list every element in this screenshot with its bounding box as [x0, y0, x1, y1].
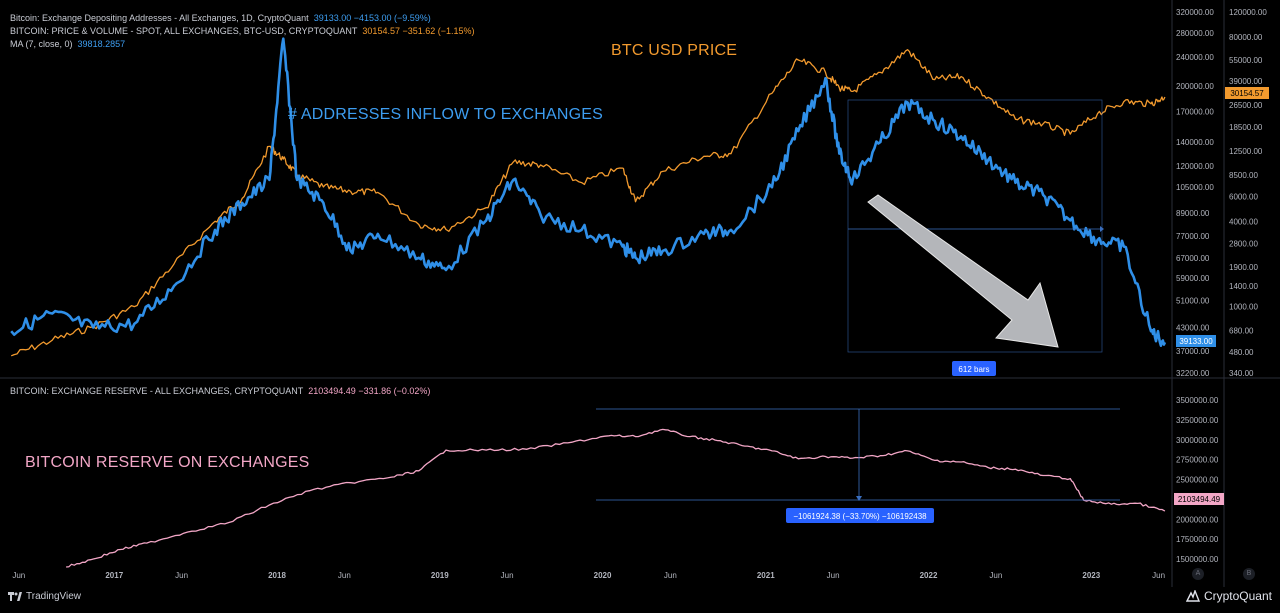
- legend-price-value: 30154.57 −351.62 (−1.15%): [362, 26, 475, 36]
- y-tick-label: 3000000.00: [1176, 436, 1219, 445]
- y-tick-label: 320000.00: [1176, 8, 1214, 17]
- legend-addresses: Bitcoin: Exchange Depositing Addresses -…: [10, 13, 431, 24]
- cryptoquant-brand: CryptoQuant: [1185, 589, 1272, 603]
- y-tick-label: 89000.00: [1176, 209, 1210, 218]
- x-tick-label: 2019: [431, 571, 449, 580]
- y-tick-label: 2750000.00: [1176, 456, 1219, 465]
- legend-ma-text: MA (7, close, 0): [10, 39, 73, 49]
- y-tick-label: 170000.00: [1176, 107, 1214, 116]
- addresses-series-line: [10, 37, 1167, 347]
- annotation-reserve: BITCOIN RESERVE ON EXCHANGES: [25, 454, 310, 471]
- y-tick-label: 39000.00: [1229, 77, 1263, 86]
- y-tick-label: 8500.00: [1229, 171, 1258, 180]
- reserve-change-badge: [786, 508, 934, 523]
- y-tick-label: 4000.00: [1229, 217, 1258, 226]
- reserve-series-line: [66, 428, 1166, 568]
- bottom-bar: [0, 587, 1280, 608]
- y-tick-label: 1900.00: [1229, 263, 1258, 272]
- reserve-change-label: −1061924.38 (−33.70%) −106192438: [793, 512, 927, 521]
- reserve-current-badge: [1174, 493, 1224, 505]
- scale-a-button[interactable]: A: [1192, 568, 1204, 580]
- x-tick-label: 2020: [594, 571, 612, 580]
- legend-price: BITCOIN: PRICE & VOLUME - SPOT, ALL EXCH…: [10, 26, 475, 37]
- legend-ma: MA (7, close, 0) 39818.2857: [10, 39, 125, 50]
- legend-reserve: BITCOIN: EXCHANGE RESERVE - ALL EXCHANGE…: [10, 386, 430, 397]
- y-tick-label: 120000.00: [1176, 162, 1214, 171]
- y-tick-label: 680.00: [1229, 326, 1254, 335]
- price-current-label: 30154.57: [1230, 89, 1264, 98]
- cryptoquant-label: CryptoQuant: [1203, 589, 1272, 603]
- y-tick-label: 18500.00: [1229, 123, 1263, 132]
- y-tick-label: 200000.00: [1176, 82, 1214, 91]
- x-tick-label: Jun: [338, 571, 351, 580]
- legend-reserve-value: 2103494.49 −331.86 (−0.02%): [308, 386, 431, 396]
- y-tick-label: 2800.00: [1229, 239, 1258, 248]
- legend-addresses-text: Bitcoin: Exchange Depositing Addresses -…: [10, 13, 309, 23]
- y-tick-label: 12500.00: [1229, 147, 1263, 156]
- y-tick-label: 120000.00: [1229, 8, 1267, 17]
- y-tick-label: 340.00: [1229, 369, 1254, 378]
- y-tick-label: 67000.00: [1176, 254, 1210, 263]
- price-series-line: [10, 49, 1166, 357]
- down-trend-arrow: [867, 194, 1059, 348]
- x-tick-label: 2021: [757, 571, 775, 580]
- x-tick-label: Jun: [175, 571, 188, 580]
- y-tick-label: 43000.00: [1176, 324, 1210, 333]
- x-tick-label: Jun: [827, 571, 840, 580]
- y-tick-label: 105000.00: [1176, 183, 1214, 192]
- annotation-addresses: # ADDRESSES INFLOW TO EXCHANGES: [288, 106, 604, 123]
- tradingview-label: TradingView: [26, 591, 82, 602]
- legend-reserve-text: BITCOIN: EXCHANGE RESERVE - ALL EXCHANGE…: [10, 386, 304, 396]
- cryptoquant-logo-icon: [1185, 590, 1200, 602]
- x-tick-label: Jun: [501, 571, 514, 580]
- y-tick-label: 55000.00: [1229, 56, 1263, 65]
- y-tick-label: 3500000.00: [1176, 396, 1219, 405]
- y-tick-label: 1500000.00: [1176, 555, 1219, 564]
- x-tick-label: Jun: [989, 571, 1002, 580]
- y-tick-label: 3250000.00: [1176, 416, 1219, 425]
- annotation-btc-price: BTC USD PRICE: [611, 42, 738, 59]
- tradingview-logo-icon: [8, 592, 22, 601]
- x-tick-label: Jun: [664, 571, 677, 580]
- y-tick-label: 26500.00: [1229, 101, 1263, 110]
- y-tick-label: 6000.00: [1229, 192, 1258, 201]
- y-tick-label: 32200.00: [1176, 369, 1210, 378]
- y-tick-label: 1000.00: [1229, 303, 1258, 312]
- y-tick-label: 51000.00: [1176, 297, 1210, 306]
- x-tick-label: 2022: [920, 571, 938, 580]
- y-tick-label: 140000.00: [1176, 138, 1214, 147]
- y-tick-label: 240000.00: [1176, 53, 1214, 62]
- y-tick-label: 2000000.00: [1176, 515, 1219, 524]
- measure-box: [847, 99, 1103, 353]
- y-tick-label: 2500000.00: [1176, 476, 1219, 485]
- y-tick-label: 280000.00: [1176, 29, 1214, 38]
- reserve-measure-arrowhead: [856, 496, 862, 501]
- legend-addresses-value: 39133.00 −4153.00 (−9.59%): [313, 13, 431, 23]
- x-tick-label: Jun: [12, 571, 25, 580]
- bars-badge: [952, 361, 996, 376]
- x-tick-label: 2017: [105, 571, 123, 580]
- price-current-badge: [1225, 87, 1269, 99]
- tradingview-brand: TradingView: [8, 591, 81, 602]
- x-tick-label: 2018: [268, 571, 286, 580]
- addresses-current-badge: [1176, 335, 1216, 347]
- addresses-current-label: 39133.00: [1179, 337, 1213, 346]
- legend-price-text: BITCOIN: PRICE & VOLUME - SPOT, ALL EXCH…: [10, 26, 358, 36]
- y-tick-label: 1400.00: [1229, 282, 1258, 291]
- reserve-current-label: 2103494.49: [1178, 495, 1221, 504]
- y-tick-label: 59000.00: [1176, 274, 1210, 283]
- y-tick-label: 80000.00: [1229, 33, 1263, 42]
- y-tick-label: 77000.00: [1176, 232, 1210, 241]
- y-tick-label: 37000.00: [1176, 347, 1210, 356]
- y-tick-label: 1750000.00: [1176, 535, 1219, 544]
- y-tick-label: 480.00: [1229, 348, 1254, 357]
- bars-badge-label: 612 bars: [958, 365, 989, 374]
- measure-arrowhead: [1100, 226, 1104, 232]
- x-tick-label: 2023: [1082, 571, 1100, 580]
- legend-ma-value: 39818.2857: [77, 39, 126, 49]
- scale-b-button[interactable]: B: [1243, 568, 1255, 580]
- x-tick-label: Jun: [1152, 571, 1165, 580]
